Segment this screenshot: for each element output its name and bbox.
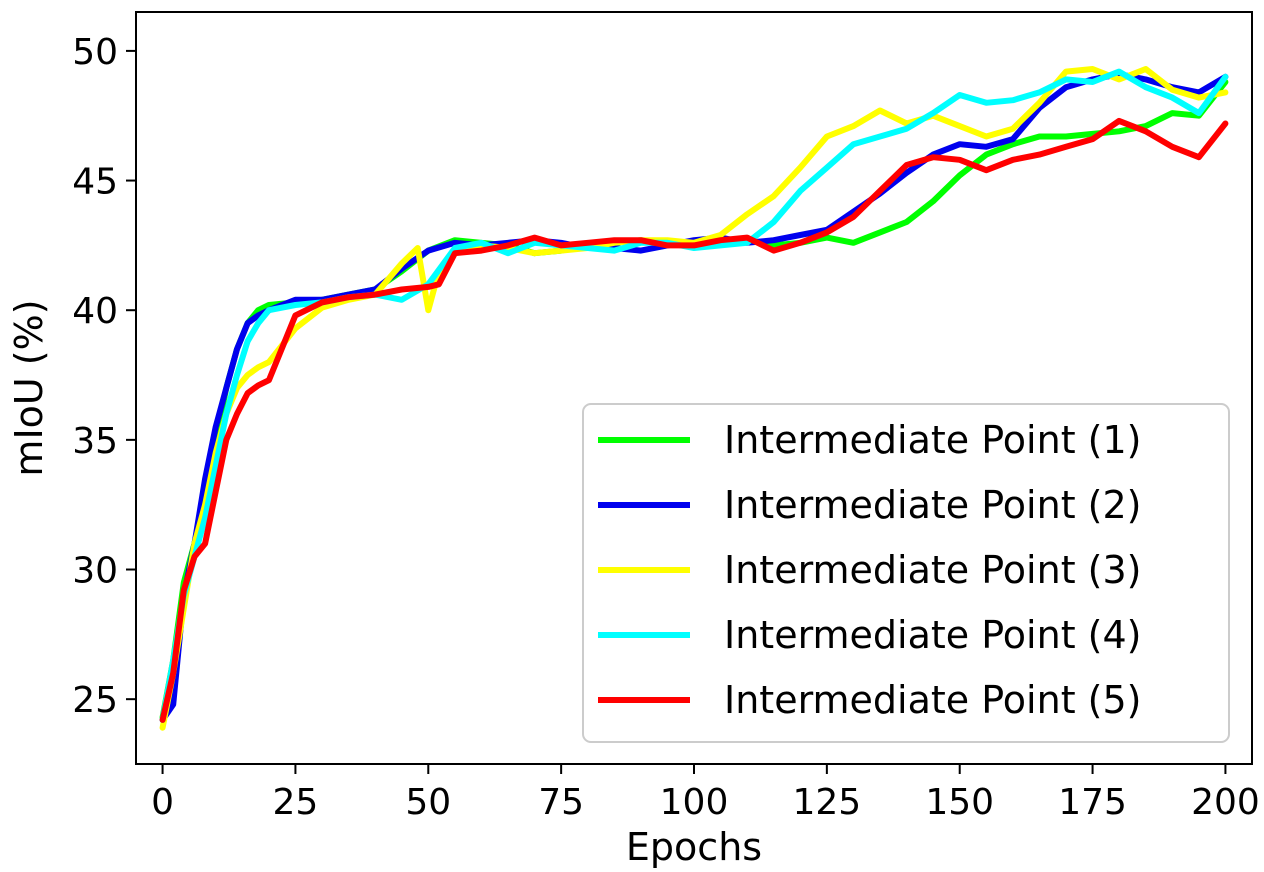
legend-label-2: Intermediate Point (2): [724, 483, 1142, 527]
legend-label-5: Intermediate Point (5): [724, 678, 1142, 722]
legend-label-3: Intermediate Point (3): [724, 548, 1142, 592]
ticks-layer: 0 25 50 75 100 125 150 175 200 25 30 35 40 45 50: [72, 32, 1260, 823]
legend: Intermediate Point (1) Intermediate Point…: [582, 403, 1230, 743]
y-tick-label: 50: [72, 32, 118, 73]
y-tick-label: 45: [72, 162, 118, 203]
legend-entries: Intermediate Point (1) Intermediate Point…: [598, 418, 1142, 722]
series-layer: [159, 66, 1229, 731]
plot-frame: [135, 11, 1253, 765]
x-tick-label: 0: [151, 782, 174, 823]
y-tick-label: 35: [72, 421, 118, 462]
legend-frame: [582, 403, 1230, 743]
legend-label-4: Intermediate Point (4): [724, 613, 1142, 657]
y-tick-label: 30: [72, 551, 118, 592]
x-tick-label: 75: [538, 782, 584, 823]
x-axis-label: Epochs: [626, 825, 762, 869]
y-axis-label: mIoU (%): [7, 299, 51, 476]
legend-label-1: Intermediate Point (1): [724, 418, 1142, 462]
series-line-4: [159, 68, 1229, 723]
y-tick-label: 25: [72, 680, 118, 721]
series-line-5: [159, 117, 1229, 723]
x-tick-label: 150: [925, 782, 994, 823]
x-tick-label: 100: [660, 782, 729, 823]
x-tick-label: 125: [792, 782, 861, 823]
x-tick-label: 175: [1058, 782, 1127, 823]
x-tick-label: 25: [273, 782, 319, 823]
x-tick-label: 50: [405, 782, 451, 823]
y-tick-label: 40: [72, 291, 118, 332]
x-tick-label: 200: [1191, 782, 1260, 823]
